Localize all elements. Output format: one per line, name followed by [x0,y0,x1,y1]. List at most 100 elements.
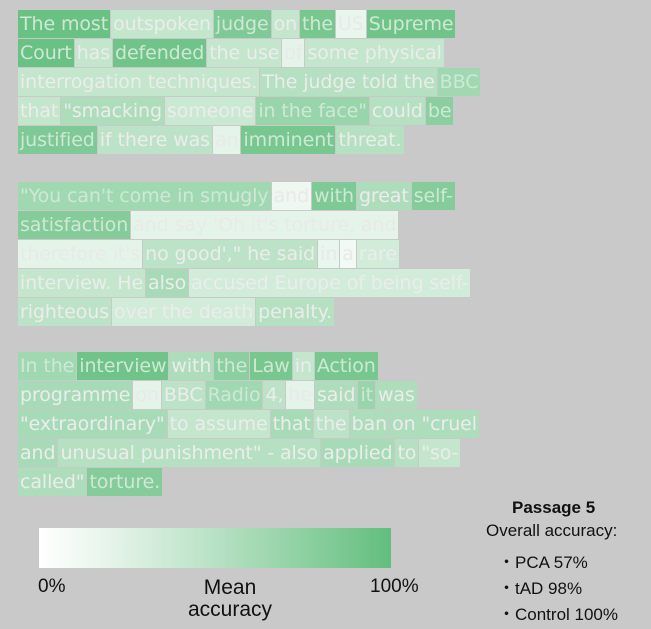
word-highlight: The most [18,10,110,38]
word-highlight: with [312,182,356,210]
word-highlight: the [300,10,335,38]
word-highlight: Supreme [367,10,456,38]
word-highlight: that [271,410,313,438]
passage-line: "You can't come in smugly and with great sel… [18,182,471,210]
word-highlight: Radio [206,381,263,409]
word-highlight: in [293,352,314,380]
word-highlight: was [376,381,417,409]
word-highlight: Law [250,352,291,380]
word-highlight: In the [18,352,76,380]
word-highlight: "smacking [61,97,164,125]
passage-paragraph-3: In the interview with the Law in Action program… [18,352,480,497]
word-highlight: great [357,182,411,210]
word-highlight: imminent [241,126,335,154]
word-highlight: 4, [263,381,285,409]
word-highlight: threat. [336,126,403,154]
word-highlight: "extraordinary" [18,410,167,438]
word-highlight: satisfaction [18,211,130,239]
word-highlight: could [370,97,425,125]
passage-line: righteous over the death penalty. [18,298,471,326]
word-highlight: BBC [438,68,481,96]
word-highlight: justified [18,126,97,154]
accuracy-colorbar [39,528,391,568]
summary-item-tad: ・tAD 98% [498,574,582,599]
word-highlight: therefore it's [18,240,142,268]
word-highlight: Action [315,352,378,380]
word-highlight: he [286,381,314,409]
summary-title: Passage 5 [512,498,595,518]
passage-line: In the interview with the Law in Action [18,352,480,380]
passage-line: therefore it's no good'," he said in a rare [18,240,471,268]
word-highlight: in the face" [256,97,369,125]
word-highlight: has [75,39,112,67]
word-highlight: on "cruel [390,410,479,438]
word-highlight: BBC [162,381,205,409]
word-highlight: The judge told the [260,68,436,96]
summary-subtitle: Overall accuracy: [486,521,617,541]
word-highlight: "so- [419,439,460,467]
word-highlight: outspoken [111,10,213,38]
word-highlight: and [18,439,57,467]
passage-line: and unusual punishment" - also applied to "s… [18,439,480,467]
passage-line: interrogation techniques. The judge told … [18,68,481,96]
word-highlight: interview. He [18,269,145,297]
colorbar-max-label: 100% [370,576,419,598]
passage-line: "extraordinary" to assume that the ban on "cr… [18,410,480,438]
word-highlight: called" [18,468,86,496]
word-highlight: defended [113,39,206,67]
word-highlight: rare [357,240,399,268]
passage-line: The most outspoken judge on the US Supreme [18,10,481,38]
word-highlight: ban [350,410,389,438]
word-highlight: the [214,352,249,380]
word-highlight: someone [165,97,255,125]
word-highlight: interview [77,352,168,380]
word-highlight: no good'," he said [143,240,317,268]
passage-line: justified if there was an imminent threat. [18,126,481,154]
word-highlight: also [146,269,188,297]
passage-line: Court has defended the use of some physical [18,39,481,67]
passage-line: that "smacking someone in the face" could be [18,97,481,125]
word-highlight: that [18,97,60,125]
word-highlight: and say 'Oh it's torture, and [131,211,398,239]
word-highlight: to [395,439,418,467]
word-highlight: on [133,381,160,409]
passage-paragraph-1: The most outspoken judge on the US Supreme Cour… [18,10,481,155]
passage-line: interview. He also accused Europe of being… [18,269,471,297]
word-highlight: self- [412,182,455,210]
word-highlight: the [314,410,349,438]
word-highlight: and [272,182,311,210]
word-highlight: accused Europe of being self- [189,269,470,297]
summary-item-control: ・Control 100% [498,600,618,625]
word-highlight: over the death [112,298,255,326]
word-highlight: it [358,381,375,409]
word-highlight: some physical [305,39,443,67]
word-highlight: said [315,381,357,409]
word-highlight: "You can't come in smugly [18,182,271,210]
word-highlight: on [272,10,299,38]
word-highlight: the use [207,39,281,67]
word-highlight: applied [321,439,394,467]
word-highlight: righteous [18,298,111,326]
passage-line: programme on BBC Radio 4, he said it was [18,381,480,409]
passage-line: satisfaction and say 'Oh it's torture, an… [18,211,471,239]
word-highlight: with [169,352,213,380]
word-highlight: torture. [87,468,162,496]
word-highlight: a [340,240,356,268]
word-highlight: in [318,240,339,268]
passage-line: called" torture. [18,468,480,496]
word-highlight: penalty. [256,298,334,326]
word-highlight: of [282,39,304,67]
colorbar-title: Mean accuracy [170,577,290,621]
word-highlight: to assume [168,410,270,438]
colorbar-min-label: 0% [38,576,65,598]
word-highlight: interrogation techniques. [18,68,259,96]
passage-paragraph-2: "You can't come in smugly and with great sel… [18,182,471,327]
summary-item-pca: ・PCA 57% [498,548,588,573]
word-highlight: unusual punishment" - also [58,439,320,467]
word-highlight: Court [18,39,74,67]
word-highlight: an [213,126,241,154]
word-highlight: US [336,10,366,38]
word-highlight: be [426,97,454,125]
word-highlight: judge [214,10,271,38]
word-highlight: programme [18,381,132,409]
